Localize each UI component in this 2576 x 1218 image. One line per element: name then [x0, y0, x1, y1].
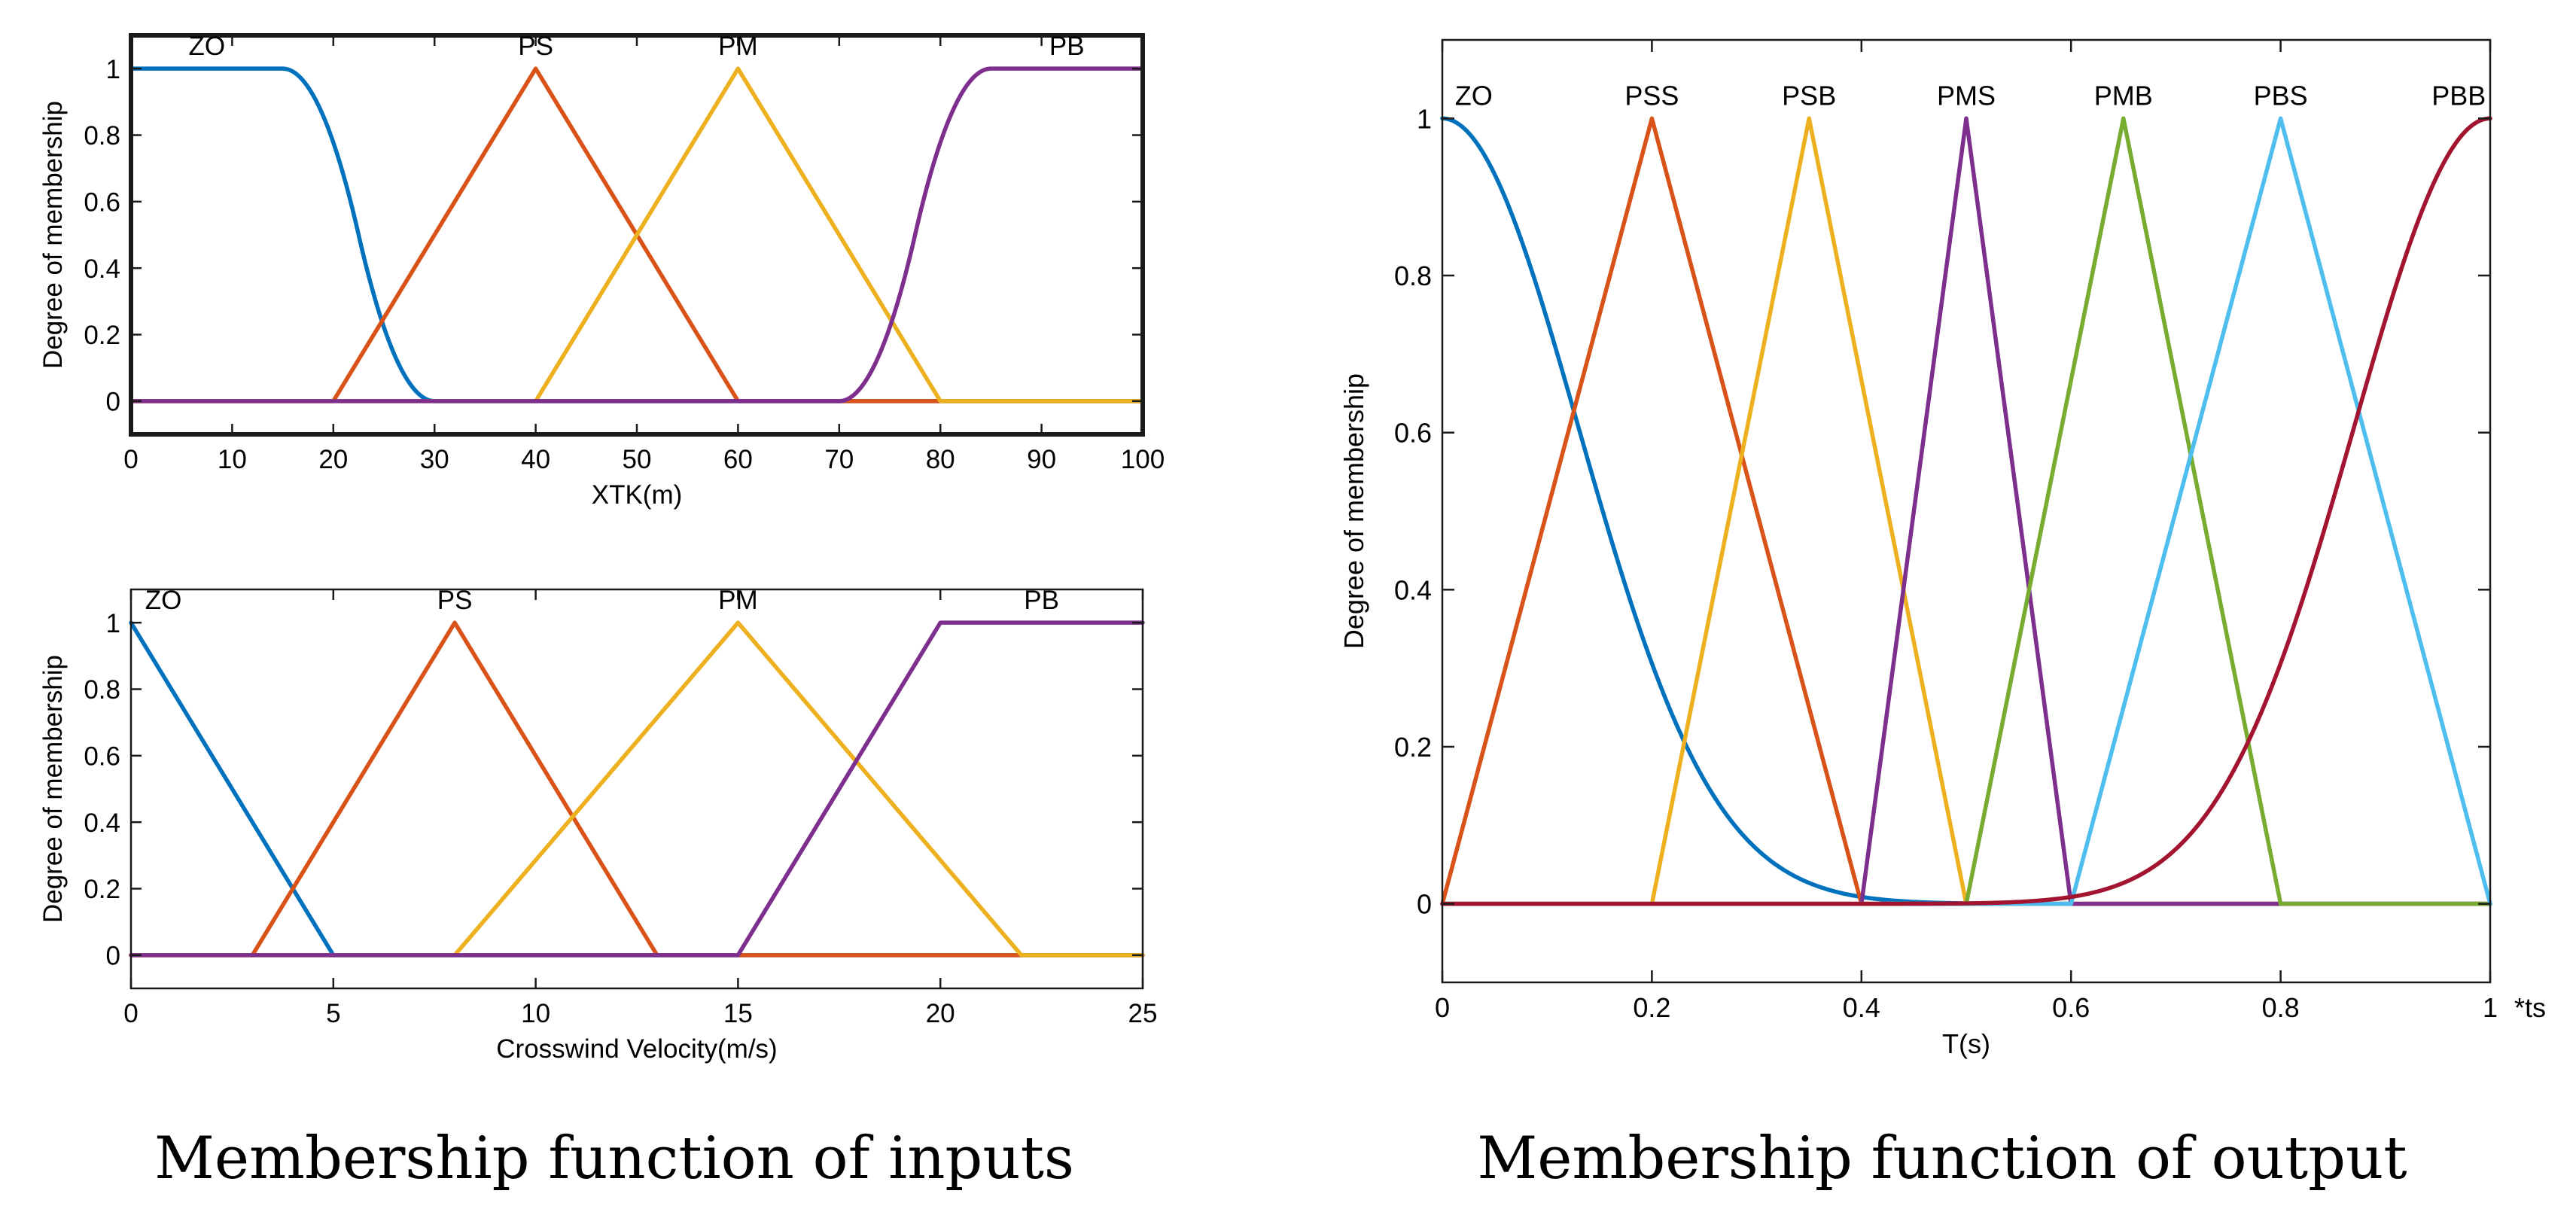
series-label-zo: ZO	[1455, 80, 1493, 111]
series-label-pm: PM	[718, 32, 758, 61]
x-tick-label: 50	[623, 445, 652, 474]
series-label-pm: PM	[718, 586, 758, 615]
x-tick-label: 30	[420, 445, 449, 474]
x-tick-label: 25	[1128, 999, 1158, 1028]
series-label-ps: PS	[437, 586, 473, 615]
y-tick-label: 0.4	[84, 808, 120, 838]
y-tick-label: 0	[106, 941, 120, 970]
x-tick-label: 0	[1435, 992, 1450, 1023]
x-tick-label: 70	[824, 445, 854, 474]
chart-xtk: 0 10 20 30 40 50 60 70 80 90 100 0 0.2 0.4 0.6 0.8 1 XTK(…	[38, 32, 1165, 510]
series-line-ps	[129, 620, 1145, 958]
series-label-pms: PMS	[1937, 80, 1996, 111]
series-label-ps: PS	[518, 32, 553, 61]
y-axis-label: Degree of membership	[38, 655, 68, 923]
y-tick-label: 0.8	[84, 121, 120, 151]
x-tick-label: 0.2	[1633, 992, 1670, 1023]
axes-box	[129, 588, 1144, 990]
series-line-pb	[129, 620, 1145, 958]
series-label-pbs: PBS	[2254, 80, 2308, 111]
series-label-psb: PSB	[1782, 80, 1836, 111]
x-tick-label: 5	[326, 999, 340, 1028]
y-tick-label: 0	[106, 387, 120, 416]
x-tick-label: 10	[218, 445, 247, 474]
x-unit-annotation: *ts	[2514, 992, 2546, 1023]
y-tick-label: 0.6	[84, 741, 120, 771]
x-axis-label: Crosswind Velocity(m/s)	[496, 1034, 777, 1064]
x-axis-label: XTK(m)	[592, 480, 683, 510]
x-tick-label: 100	[1121, 445, 1165, 474]
y-axis-label: Degree of membership	[1338, 373, 1369, 649]
y-tick-label: 1	[1417, 103, 1432, 134]
x-tick-label: 40	[521, 445, 550, 474]
series-label-pb: PB	[1024, 586, 1059, 615]
y-tick-label: 0.6	[1394, 418, 1432, 449]
x-tick-label: 10	[521, 999, 550, 1028]
plot-area	[1442, 40, 2490, 982]
series-label-zo: ZO	[145, 586, 182, 615]
y-tick-label: 0.4	[84, 254, 120, 284]
series-label-pss: PSS	[1624, 80, 1679, 111]
y-tick-label: 1	[106, 609, 120, 638]
x-tick-label: 15	[723, 999, 753, 1028]
series-line-pb	[129, 66, 1145, 403]
series-line-pbb	[1440, 116, 2492, 906]
x-tick-label: 90	[1027, 445, 1056, 474]
y-tick-label: 0.8	[1394, 260, 1432, 291]
y-tick-label: 0.4	[1394, 574, 1432, 605]
y-axis-label: Degree of membership	[38, 101, 68, 369]
x-tick-label: 0	[123, 999, 138, 1028]
x-tick-label: 1	[2483, 992, 2498, 1023]
plot-area	[131, 589, 1143, 988]
x-tick-label: 0	[123, 445, 138, 474]
x-tick-label: 0.6	[2052, 992, 2090, 1023]
series-label-zo: ZO	[188, 32, 225, 61]
x-tick-label: 80	[926, 445, 955, 474]
chart-crosswind: 0 5 10 15 20 25 0 0.2 0.4 0.6 0.8 1 Crosswind Veloci…	[38, 586, 1157, 1064]
x-tick-label: 0.4	[1843, 992, 1880, 1023]
caption-output: Membership function of output	[1477, 1125, 2407, 1192]
x-tick-label: 0.8	[2262, 992, 2300, 1023]
x-tick-label: 20	[318, 445, 348, 474]
x-tick-label: 20	[926, 999, 955, 1028]
series-label-pb: PB	[1049, 32, 1085, 61]
y-tick-label: 0.6	[84, 187, 120, 217]
y-tick-label: 1	[106, 55, 120, 84]
x-axis-label: T(s)	[1942, 1028, 1990, 1059]
axes-box	[1441, 38, 2492, 984]
chart-output: 0 0.2 0.4 0.6 0.8 1 0 0.2 0.4 0.6 0.8 1 T(s) Degree o…	[1338, 38, 2546, 1059]
y-tick-label: 0.2	[84, 321, 120, 350]
y-tick-label: 0	[1417, 889, 1432, 920]
series-label-pmb: PMB	[2094, 80, 2153, 111]
x-tick-label: 60	[723, 445, 753, 474]
y-tick-label: 0.2	[1394, 732, 1432, 763]
series-label-pbb: PBB	[2431, 80, 2486, 111]
caption-inputs: Membership function of inputs	[154, 1125, 1074, 1192]
y-tick-label: 0.8	[84, 675, 120, 705]
y-tick-label: 0.2	[84, 875, 120, 904]
